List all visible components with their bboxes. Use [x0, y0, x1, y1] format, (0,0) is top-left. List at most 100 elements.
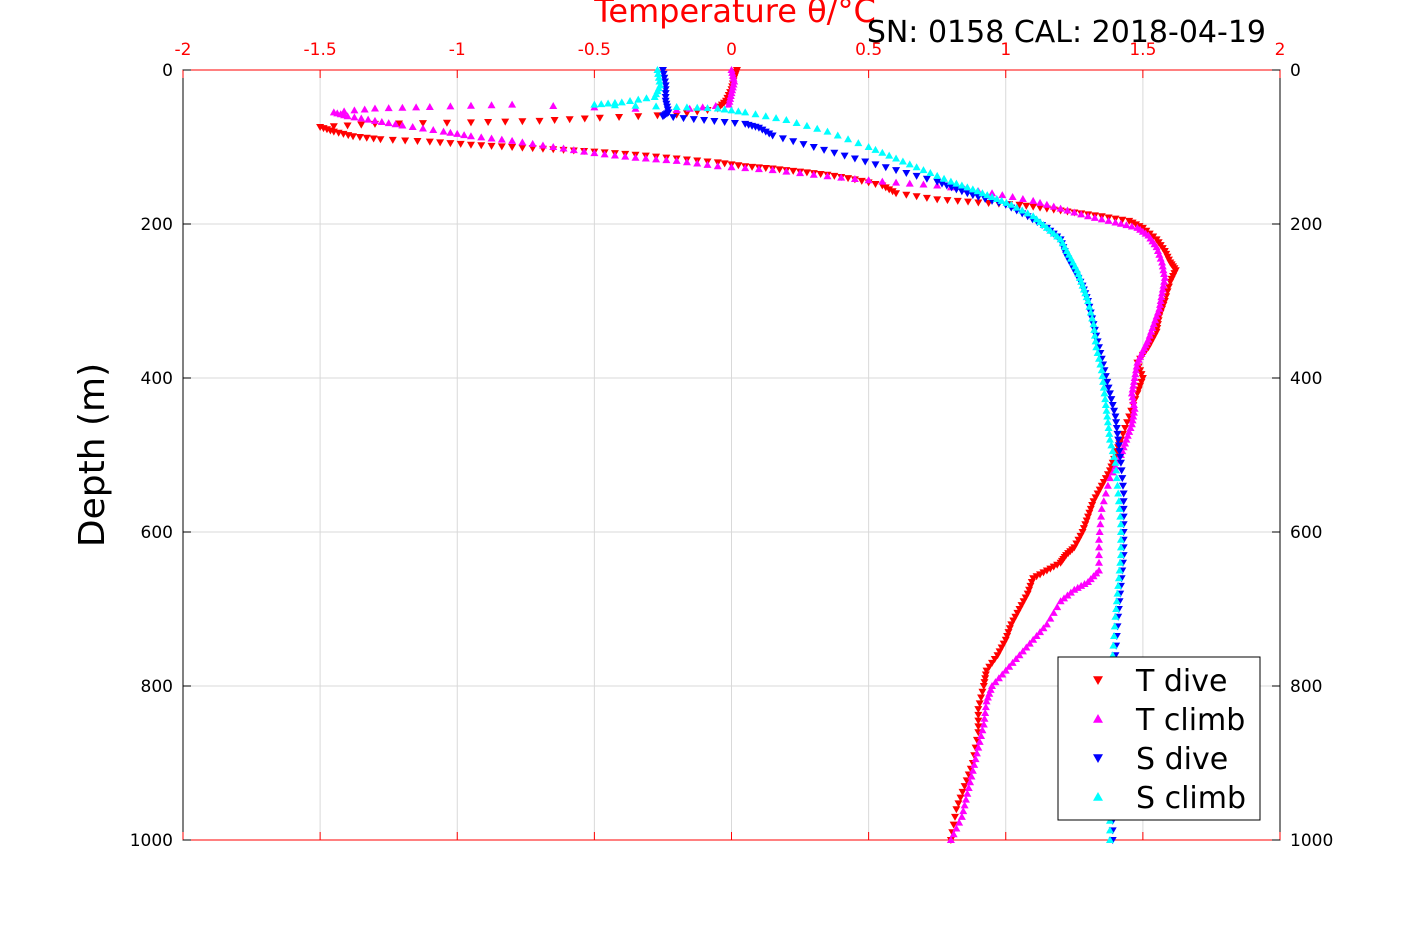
- data-point: [343, 122, 352, 130]
- data-point: [1114, 442, 1123, 450]
- data-point: [888, 188, 897, 196]
- data-point: [761, 164, 770, 172]
- data-point: [535, 117, 544, 125]
- data-point: [1122, 221, 1131, 229]
- data-point: [1086, 505, 1095, 513]
- data-point: [1090, 213, 1099, 221]
- data-point: [1111, 462, 1120, 470]
- data-point: [1111, 458, 1120, 466]
- data-point: [789, 167, 798, 175]
- data-point: [1101, 395, 1110, 403]
- data-point: [652, 155, 661, 163]
- y-tick-label-right: 200: [1290, 215, 1322, 235]
- data-point: [974, 711, 983, 719]
- data-point: [1049, 229, 1058, 237]
- data-point: [631, 101, 640, 109]
- data-point: [964, 198, 973, 206]
- data-point: [966, 778, 975, 786]
- data-point: [1085, 302, 1094, 310]
- data-point: [340, 107, 349, 115]
- data-point: [654, 73, 663, 81]
- data-point: [912, 172, 921, 180]
- data-point: [597, 100, 606, 108]
- data-point: [634, 95, 643, 103]
- data-point: [741, 164, 750, 172]
- data-point: [1116, 459, 1125, 467]
- data-point: [840, 152, 849, 160]
- data-point: [446, 128, 455, 136]
- data-point: [650, 92, 659, 100]
- series-t-climb: [329, 66, 1169, 843]
- data-point: [1098, 372, 1107, 380]
- data-point: [693, 103, 702, 111]
- data-point: [724, 100, 733, 108]
- data-point: [682, 110, 691, 118]
- data-point: [734, 107, 743, 115]
- data-point: [1157, 293, 1166, 301]
- data-point: [1032, 631, 1041, 639]
- data-point: [661, 93, 670, 101]
- data-point: [1163, 288, 1172, 296]
- data-point: [700, 117, 709, 125]
- data-point: [1097, 512, 1106, 520]
- data-point: [871, 180, 880, 188]
- data-point: [350, 113, 359, 121]
- data-point: [446, 140, 455, 148]
- data-point: [1060, 594, 1069, 602]
- data-point: [1104, 384, 1113, 392]
- data-point: [466, 141, 475, 149]
- data-point: [946, 177, 955, 185]
- data-point: [1159, 266, 1168, 274]
- data-point: [660, 74, 669, 82]
- data-point: [1127, 222, 1136, 230]
- data-point: [878, 148, 887, 156]
- data-point: [802, 121, 811, 129]
- legend-label: S climb: [1136, 781, 1246, 816]
- data-point: [1105, 390, 1114, 398]
- data-point: [963, 789, 972, 797]
- data-point: [754, 124, 763, 132]
- data-point: [979, 683, 988, 690]
- data-point: [1114, 497, 1123, 505]
- data-point: [569, 146, 578, 154]
- data-point: [1107, 441, 1116, 449]
- data-point: [604, 99, 613, 107]
- data-point: [892, 154, 901, 162]
- data-point: [1109, 641, 1118, 649]
- data-point: [518, 118, 527, 126]
- data-point: [789, 138, 798, 146]
- data-point: [501, 118, 510, 126]
- data-point: [1118, 430, 1127, 438]
- data-point: [436, 139, 445, 147]
- data-point: [1116, 219, 1125, 227]
- data-point: [1127, 389, 1136, 397]
- data-point: [995, 648, 1004, 656]
- data-point: [720, 105, 729, 113]
- data-point: [1092, 343, 1101, 351]
- data-point: [1116, 520, 1125, 528]
- data-point: [1074, 536, 1083, 544]
- data-point: [362, 134, 371, 142]
- data-point: [370, 104, 379, 112]
- data-point: [1042, 567, 1051, 575]
- data-point: [912, 163, 921, 171]
- data-point: [1070, 585, 1079, 593]
- series-s-climb: [590, 66, 1125, 843]
- data-point: [1049, 202, 1058, 210]
- data-point: [1008, 193, 1017, 201]
- x-tick-label: -1.5: [304, 40, 337, 60]
- legend-marker: [1093, 792, 1103, 801]
- data-point: [1118, 475, 1127, 483]
- data-point: [1123, 419, 1132, 427]
- data-point: [782, 116, 791, 124]
- data-point: [892, 190, 901, 198]
- data-point: [919, 166, 928, 174]
- data-point: [754, 165, 763, 173]
- legend-marker: [1093, 714, 1103, 723]
- data-point: [357, 121, 366, 129]
- data-point: [1130, 404, 1139, 412]
- data-point: [1084, 297, 1093, 304]
- data-point: [1138, 375, 1147, 382]
- data-point: [1091, 494, 1100, 502]
